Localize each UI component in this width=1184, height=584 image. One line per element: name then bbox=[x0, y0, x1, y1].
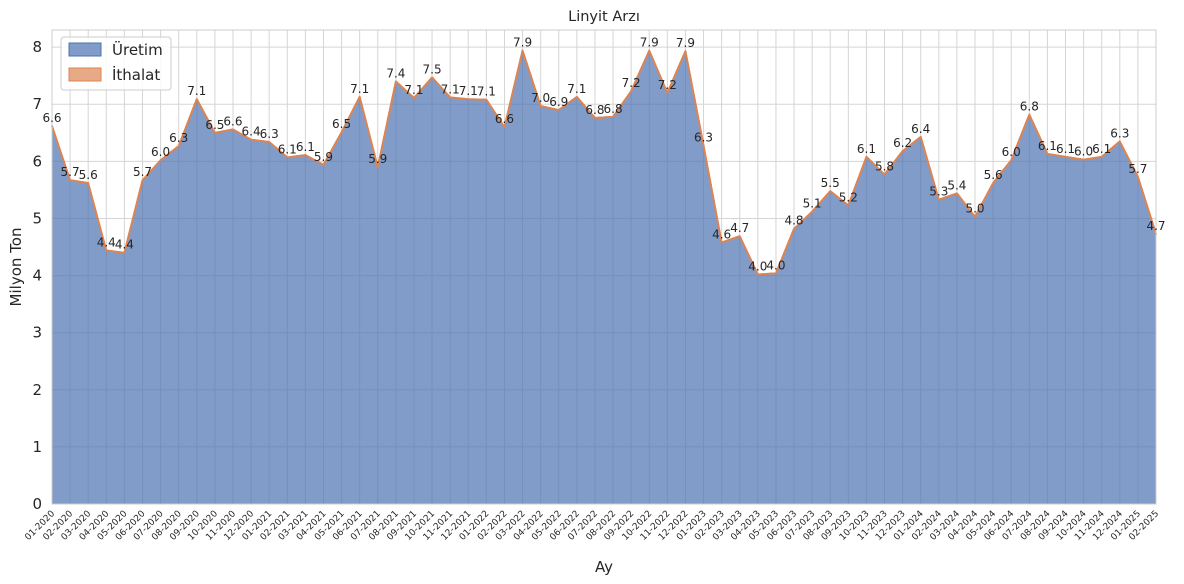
data-label: 6.3 bbox=[1110, 126, 1129, 140]
chart-title: Linyit Arzı bbox=[568, 9, 640, 25]
data-label: 6.5 bbox=[205, 118, 224, 132]
y-tick-label: 2 bbox=[32, 381, 42, 399]
data-label: 5.1 bbox=[803, 197, 822, 211]
data-label: 6.3 bbox=[260, 127, 279, 141]
data-label: 5.6 bbox=[79, 168, 98, 182]
data-label: 5.9 bbox=[314, 150, 333, 164]
data-label: 6.4 bbox=[242, 125, 261, 139]
data-label: 5.8 bbox=[875, 159, 894, 173]
data-label: 6.6 bbox=[42, 111, 61, 125]
data-label: 5.4 bbox=[947, 178, 966, 192]
data-label: 7.1 bbox=[567, 82, 586, 96]
data-label: 4.0 bbox=[766, 258, 785, 272]
y-tick-label: 3 bbox=[32, 324, 42, 342]
y-tick-label: 0 bbox=[32, 495, 42, 513]
data-label: 6.0 bbox=[151, 145, 170, 159]
data-label: 6.4 bbox=[911, 122, 930, 136]
y-tick-label: 1 bbox=[32, 438, 42, 456]
data-label: 7.9 bbox=[676, 36, 695, 50]
data-label: 6.9 bbox=[549, 95, 568, 109]
legend: Üretim İthalat bbox=[60, 36, 172, 91]
data-label: 7.9 bbox=[513, 36, 532, 50]
data-label: 5.3 bbox=[929, 185, 948, 199]
data-labels: 6.65.7 5.64.4 4.45.76.06.37.16.5 6.66.4 6.36… bbox=[42, 36, 1165, 274]
legend-swatch-ithalat bbox=[68, 67, 102, 82]
data-label: 6.3 bbox=[694, 130, 713, 144]
data-label: 5.7 bbox=[1128, 162, 1147, 176]
data-label: 7.2 bbox=[622, 76, 641, 90]
data-label: 5.7 bbox=[133, 165, 152, 179]
data-label: 7.1 bbox=[187, 84, 206, 98]
y-tick-label: 5 bbox=[32, 209, 42, 227]
data-label: 6.1 bbox=[1056, 142, 1075, 156]
data-label: 6.1 bbox=[1092, 142, 1111, 156]
data-label: 5.0 bbox=[965, 202, 984, 216]
data-label: 4.8 bbox=[784, 214, 803, 228]
legend-swatch-uretim bbox=[68, 42, 102, 57]
data-label: 5.5 bbox=[821, 176, 840, 190]
data-label: 7.1 bbox=[404, 83, 423, 97]
data-label: 4.7 bbox=[1146, 219, 1165, 233]
data-label: 6.1 bbox=[296, 140, 315, 154]
legend-label-ithalat: İthalat bbox=[112, 65, 160, 84]
y-tick-label: 7 bbox=[32, 95, 42, 113]
data-label: 6.0 bbox=[1074, 145, 1093, 159]
data-label: 6.8 bbox=[604, 102, 623, 116]
data-label: 7.4 bbox=[386, 66, 405, 80]
data-label: 7.9 bbox=[640, 36, 659, 50]
data-label: 6.8 bbox=[1020, 100, 1039, 114]
legend-label-uretim: Üretim bbox=[112, 40, 163, 59]
data-label: 5.2 bbox=[839, 190, 858, 204]
data-label: 6.0 bbox=[1002, 145, 1021, 159]
data-label: 7.5 bbox=[423, 62, 442, 76]
data-label: 4.4 bbox=[115, 238, 134, 252]
data-label: 6.8 bbox=[585, 103, 604, 117]
data-label: 6.3 bbox=[169, 131, 188, 145]
data-label: 7.1 bbox=[441, 82, 460, 96]
data-label: 7.0 bbox=[531, 91, 550, 105]
data-label: 4.6 bbox=[712, 227, 731, 241]
data-label: 7.1 bbox=[459, 84, 478, 98]
data-label: 6.1 bbox=[278, 142, 297, 156]
data-label: 6.5 bbox=[332, 117, 351, 131]
stack-top-line bbox=[51, 49, 1157, 276]
y-axis-ticks: 0 1 2 3 4 5 6 7 8 bbox=[32, 38, 42, 513]
y-tick-label: 4 bbox=[32, 267, 42, 285]
data-label: 5.9 bbox=[368, 152, 387, 166]
data-label: 6.1 bbox=[1038, 139, 1057, 153]
data-label: 6.6 bbox=[223, 114, 242, 128]
plot-frame bbox=[51, 29, 1157, 505]
data-label: 7.2 bbox=[658, 78, 677, 92]
x-axis-ticks: 01-202002-202003-202004-202005-202006-20… bbox=[23, 509, 1161, 543]
y-tick-label: 6 bbox=[32, 152, 42, 170]
y-axis-label: Milyon Ton bbox=[7, 228, 25, 307]
data-label: 4.7 bbox=[730, 221, 749, 235]
data-label: 6.2 bbox=[893, 136, 912, 150]
data-label: 4.4 bbox=[97, 235, 116, 249]
data-label: 5.7 bbox=[61, 165, 80, 179]
data-label: 4.0 bbox=[748, 259, 767, 273]
data-label: 6.1 bbox=[857, 142, 876, 156]
data-label: 5.6 bbox=[984, 168, 1003, 182]
data-label: 6.6 bbox=[495, 112, 514, 126]
x-axis-label: Ay bbox=[595, 558, 613, 576]
data-label: 7.1 bbox=[350, 82, 369, 96]
data-label: 7.1 bbox=[477, 85, 496, 99]
y-tick-label: 8 bbox=[32, 38, 42, 56]
